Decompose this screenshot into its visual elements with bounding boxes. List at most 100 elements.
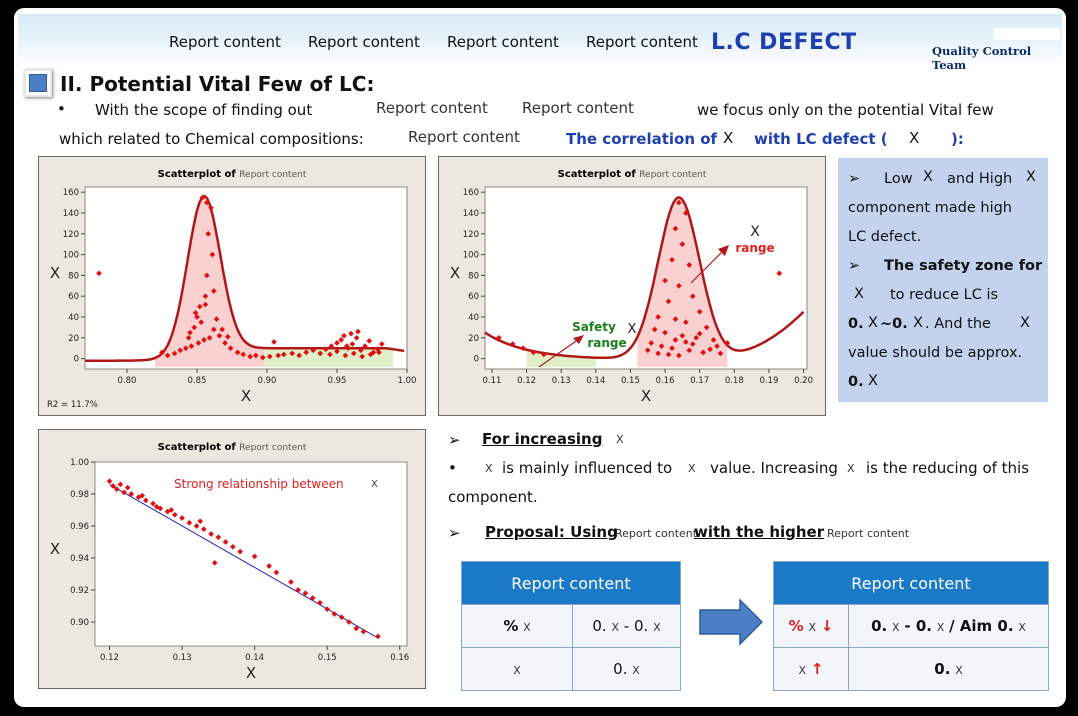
data-point <box>672 337 679 343</box>
data-point <box>343 343 350 349</box>
data-point <box>378 341 385 347</box>
x-tick-label: 0.15 <box>621 376 640 386</box>
notes-text: value should be approx. <box>848 345 1023 361</box>
data-point <box>289 350 296 357</box>
relationship-x: X <box>371 479 378 490</box>
data-point <box>317 350 324 357</box>
y-tick-label: 160 <box>463 188 479 198</box>
correlation-text-2: with LC defect ( <box>754 130 888 148</box>
y-tick-label: 40 <box>68 313 79 323</box>
notes-x: X <box>923 169 933 185</box>
data-point <box>251 553 258 560</box>
data-point <box>672 316 679 322</box>
data-point <box>686 347 693 354</box>
correlation-text-3: ): <box>951 130 964 148</box>
x-tick-label: 0.13 <box>173 653 192 663</box>
intro-text-2: we focus only on the potential Vital few <box>697 101 994 119</box>
body-text: value. Increasing <box>710 459 838 477</box>
body-text: is mainly influenced to <box>502 459 673 477</box>
table-cell: % X ↓ <box>773 604 849 648</box>
data-point <box>296 352 303 359</box>
notes-x: X <box>913 315 923 331</box>
r2-label: R2 = 11.7% <box>47 400 98 410</box>
data-point <box>182 345 189 352</box>
y-tick-label: 0 <box>474 355 479 365</box>
data-point <box>202 301 209 308</box>
nav-item-2[interactable]: Report content <box>308 33 420 51</box>
data-point <box>655 350 661 357</box>
page-title: L.C DEFECT <box>711 30 857 55</box>
data-point <box>213 316 220 322</box>
nav-item-3[interactable]: Report content <box>447 33 559 51</box>
data-point <box>206 334 213 341</box>
data-point <box>686 262 693 268</box>
x-tick-label: 0.14 <box>586 376 605 386</box>
data-point <box>266 563 272 569</box>
bullet: • <box>448 459 457 477</box>
safety-label: range <box>587 336 626 350</box>
data-point <box>648 340 655 346</box>
data-point <box>707 346 713 353</box>
data-point <box>353 334 360 341</box>
increasing-x: X <box>616 433 624 446</box>
data-point <box>346 619 352 625</box>
data-point <box>689 341 696 347</box>
data-point <box>192 310 199 316</box>
data-point <box>216 332 223 339</box>
y-tick-label: 100 <box>63 251 79 261</box>
data-point <box>696 330 703 337</box>
y-tick-label: 80 <box>68 271 79 281</box>
relationship-annotation: Strong relationship between <box>174 477 344 491</box>
x-axis-label: X <box>246 664 256 682</box>
y-tick-label: 80 <box>468 271 479 281</box>
notes-text: Low <box>884 171 913 187</box>
data-point <box>187 329 193 336</box>
data-point <box>689 293 696 300</box>
data-point <box>202 293 209 300</box>
table-cell: 0. X <box>848 647 1049 691</box>
header-white-block <box>994 28 1060 40</box>
data-point <box>179 515 185 521</box>
data-point <box>360 628 367 635</box>
body-x: X <box>847 462 855 475</box>
y-tick-label: 0.92 <box>70 586 89 596</box>
x-tick-label: 0.20 <box>794 376 813 386</box>
notes-text: ~0. <box>880 316 908 332</box>
data-point <box>266 353 273 360</box>
data-point <box>375 633 381 640</box>
body-x: X <box>688 462 696 475</box>
x-tick-label: 0.13 <box>552 376 571 386</box>
data-point <box>334 348 340 355</box>
data-point <box>717 350 724 357</box>
y-tick-label: 120 <box>63 230 79 240</box>
data-point <box>201 337 207 343</box>
y-tick-label: 60 <box>68 292 79 302</box>
data-point <box>676 282 682 289</box>
data-point <box>219 326 226 333</box>
data-point <box>271 339 277 345</box>
safety-label: Safety <box>572 320 616 334</box>
data-point <box>222 340 228 346</box>
chart-2-panel: Scatterplot of Report content 0.11 0.12 0.1… <box>438 156 826 416</box>
x-tick-label: 0.80 <box>118 376 137 386</box>
data-point <box>188 343 195 349</box>
notes-text: The safety zone for <box>884 258 1043 274</box>
data-point <box>651 326 658 333</box>
x-tick-label: 0.16 <box>656 376 675 386</box>
data-point <box>362 343 368 349</box>
y-tick-label: 120 <box>463 230 479 240</box>
y-tick-label: 20 <box>468 334 479 344</box>
data-point <box>275 352 282 359</box>
data-point <box>280 351 287 358</box>
nav-item-1[interactable]: Report content <box>169 33 281 51</box>
intro-placeholder-2: Report content <box>522 99 634 117</box>
notes-text: to reduce LC is <box>890 287 999 303</box>
nav-item-4[interactable]: Report content <box>586 33 698 51</box>
data-point <box>205 230 212 237</box>
section-bullet-icon <box>24 69 52 97</box>
x-tick-label: 0.12 <box>517 376 536 386</box>
fit-curve <box>484 196 805 360</box>
range-arrow-head <box>718 245 729 256</box>
header-banner: Report content Report content Report con… <box>18 14 1062 72</box>
arrow-bullet: ➢ <box>448 431 461 449</box>
